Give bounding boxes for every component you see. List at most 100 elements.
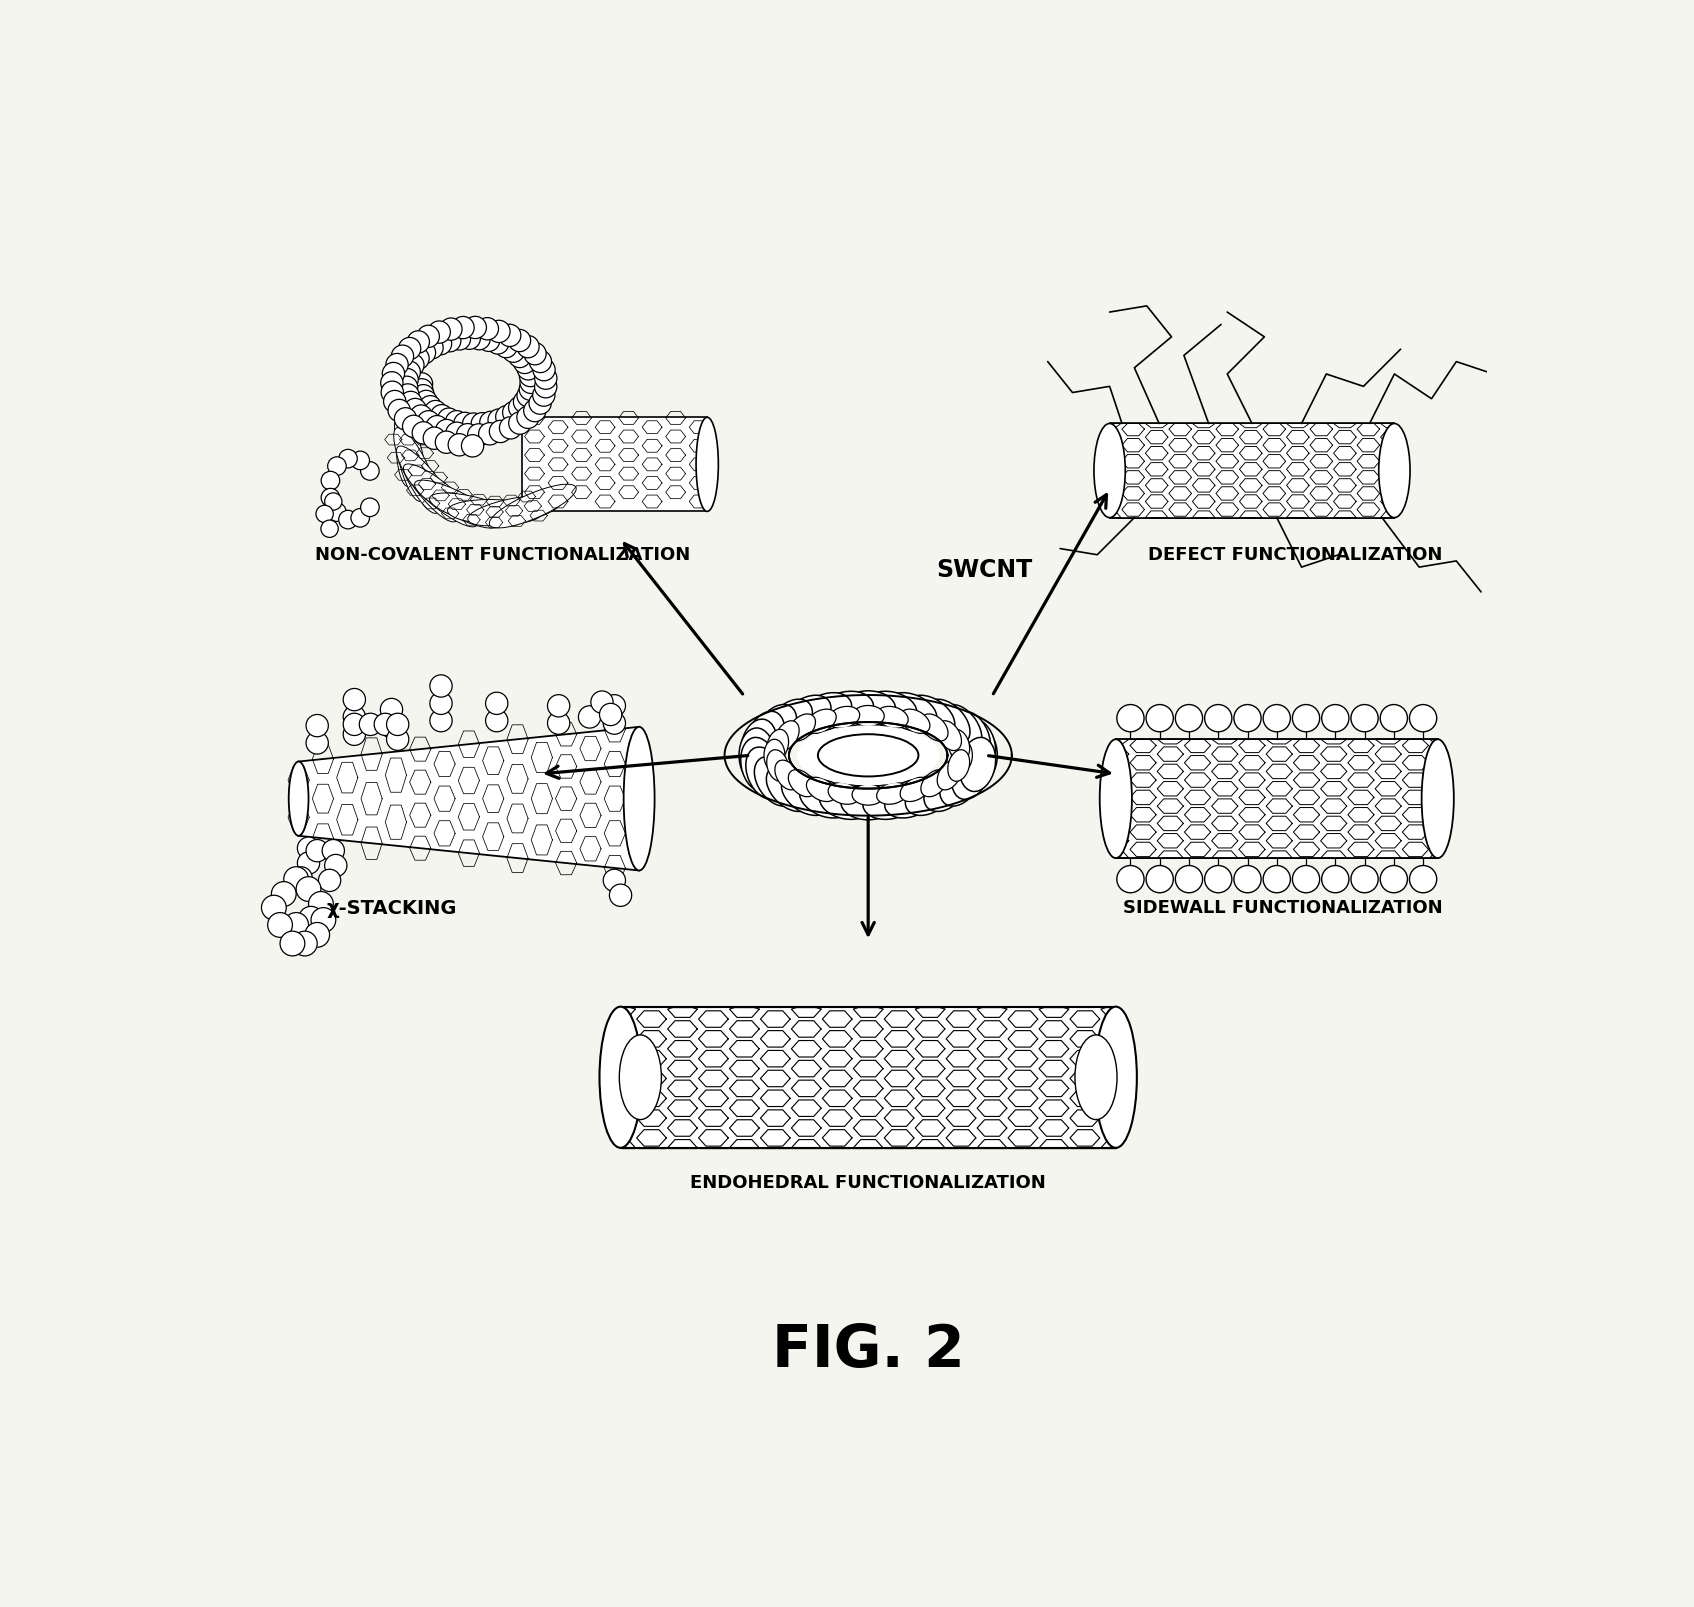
Circle shape xyxy=(486,333,508,355)
Ellipse shape xyxy=(840,784,896,820)
Ellipse shape xyxy=(852,784,884,805)
Circle shape xyxy=(322,472,340,490)
Ellipse shape xyxy=(796,726,940,786)
Circle shape xyxy=(1409,705,1437,733)
Circle shape xyxy=(268,913,293,938)
Ellipse shape xyxy=(468,497,561,527)
Ellipse shape xyxy=(788,715,815,741)
Circle shape xyxy=(520,365,542,387)
Ellipse shape xyxy=(940,705,983,755)
Circle shape xyxy=(1293,705,1320,733)
Circle shape xyxy=(430,710,452,733)
Circle shape xyxy=(547,696,569,717)
Ellipse shape xyxy=(962,728,998,783)
Circle shape xyxy=(420,337,444,360)
Circle shape xyxy=(298,837,320,860)
Circle shape xyxy=(508,413,530,435)
Circle shape xyxy=(1350,866,1379,893)
Bar xyxy=(620,1008,1116,1147)
Circle shape xyxy=(401,355,424,378)
Ellipse shape xyxy=(767,730,789,762)
Circle shape xyxy=(307,733,329,755)
Circle shape xyxy=(429,333,452,355)
Circle shape xyxy=(547,712,569,734)
Ellipse shape xyxy=(403,464,478,527)
Ellipse shape xyxy=(739,728,774,783)
Circle shape xyxy=(351,452,369,471)
Ellipse shape xyxy=(959,738,996,792)
Circle shape xyxy=(603,869,625,892)
Ellipse shape xyxy=(800,779,852,818)
Circle shape xyxy=(322,489,340,508)
Ellipse shape xyxy=(1094,424,1125,519)
Circle shape xyxy=(383,391,407,413)
Circle shape xyxy=(398,337,420,360)
Circle shape xyxy=(490,421,512,444)
Circle shape xyxy=(508,397,530,419)
Ellipse shape xyxy=(781,773,832,816)
Ellipse shape xyxy=(820,693,874,728)
Ellipse shape xyxy=(393,429,440,514)
Ellipse shape xyxy=(828,707,859,730)
Circle shape xyxy=(1293,866,1320,893)
Circle shape xyxy=(1381,866,1408,893)
Ellipse shape xyxy=(774,760,800,791)
Ellipse shape xyxy=(877,783,908,805)
Circle shape xyxy=(464,317,486,339)
Circle shape xyxy=(271,882,296,906)
Ellipse shape xyxy=(396,447,457,522)
Ellipse shape xyxy=(745,747,784,800)
Ellipse shape xyxy=(937,760,962,791)
Ellipse shape xyxy=(781,696,832,738)
Circle shape xyxy=(391,346,413,368)
Circle shape xyxy=(417,411,440,434)
Polygon shape xyxy=(298,728,639,871)
Circle shape xyxy=(535,368,557,391)
Circle shape xyxy=(513,392,535,413)
Circle shape xyxy=(523,344,545,366)
Ellipse shape xyxy=(947,750,969,783)
Circle shape xyxy=(322,840,344,863)
Circle shape xyxy=(503,402,525,424)
Circle shape xyxy=(446,423,468,445)
Circle shape xyxy=(381,699,403,722)
Ellipse shape xyxy=(767,750,789,783)
Circle shape xyxy=(535,376,557,399)
Circle shape xyxy=(501,341,525,363)
Circle shape xyxy=(405,399,427,421)
Circle shape xyxy=(446,411,468,434)
Ellipse shape xyxy=(922,770,949,797)
Circle shape xyxy=(430,675,452,697)
Circle shape xyxy=(461,435,484,458)
Circle shape xyxy=(1204,705,1232,733)
Circle shape xyxy=(1350,705,1379,733)
Bar xyxy=(1110,424,1394,519)
Ellipse shape xyxy=(396,394,420,487)
Circle shape xyxy=(261,895,286,921)
Circle shape xyxy=(529,392,551,415)
Circle shape xyxy=(388,400,410,423)
Circle shape xyxy=(454,413,476,435)
Circle shape xyxy=(361,498,379,517)
Ellipse shape xyxy=(877,707,908,730)
Circle shape xyxy=(500,418,522,440)
Circle shape xyxy=(386,714,408,736)
Ellipse shape xyxy=(862,784,916,820)
Circle shape xyxy=(413,342,435,365)
Ellipse shape xyxy=(788,770,815,797)
Ellipse shape xyxy=(764,739,784,771)
Circle shape xyxy=(513,352,535,374)
Ellipse shape xyxy=(806,710,837,734)
Ellipse shape xyxy=(490,485,576,529)
Circle shape xyxy=(396,384,418,407)
Circle shape xyxy=(361,463,379,480)
Circle shape xyxy=(462,413,484,435)
Circle shape xyxy=(344,689,366,712)
Text: NON-COVALENT FUNCTIONALIZATION: NON-COVALENT FUNCTIONALIZATION xyxy=(315,545,691,564)
Ellipse shape xyxy=(923,699,971,746)
Ellipse shape xyxy=(862,693,916,728)
Circle shape xyxy=(1233,705,1260,733)
Circle shape xyxy=(386,354,408,376)
Ellipse shape xyxy=(937,722,962,750)
Text: ENDOHEDRAL FUNCTIONALIZATION: ENDOHEDRAL FUNCTIONALIZATION xyxy=(689,1173,1047,1191)
